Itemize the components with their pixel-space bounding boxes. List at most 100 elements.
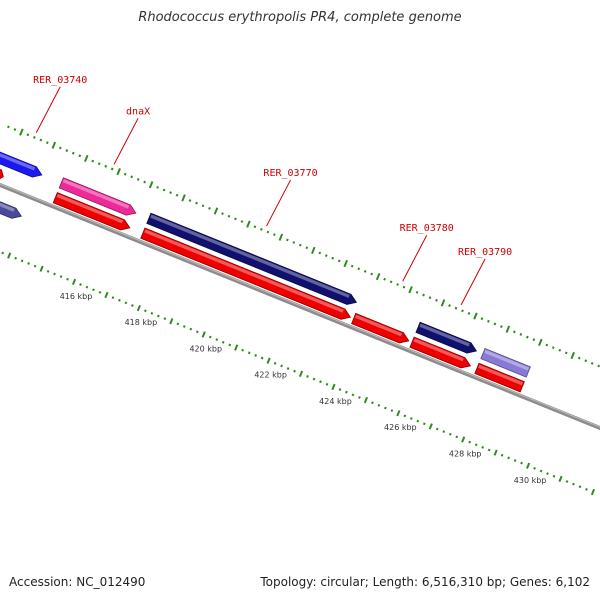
minor-tick	[474, 443, 478, 447]
feature-lavender-10	[480, 347, 531, 378]
minor-tick	[448, 304, 451, 307]
tick-label-layer: 416 kbp 418 kbp 420 kbp 422 kbp 424 kbp 426 k…	[60, 292, 547, 485]
minor-tick	[26, 133, 30, 137]
minor-tick	[442, 430, 446, 434]
minor-tick	[111, 296, 115, 300]
feature-shine	[0, 152, 36, 171]
minor-tick	[402, 285, 406, 289]
minor-tick	[123, 172, 127, 176]
minor-tick	[461, 309, 464, 313]
tick-label-416: 416 kbp	[60, 292, 93, 301]
minor-tick	[195, 330, 199, 334]
major-tick	[201, 331, 206, 338]
minor-tick	[221, 340, 225, 344]
minor-tick	[389, 280, 393, 284]
major-tick	[213, 207, 219, 215]
minor-tick	[53, 272, 56, 276]
minor-tick	[65, 149, 69, 152]
feature-shine	[484, 349, 530, 371]
minor-tick	[558, 348, 562, 352]
minor-tick	[532, 338, 536, 342]
feature-shine	[62, 179, 130, 209]
minor-tick	[163, 317, 167, 321]
minor-tick	[578, 485, 582, 489]
minor-tick	[260, 227, 263, 231]
major-tick	[278, 233, 284, 241]
minor-tick	[409, 417, 413, 420]
minor-tick	[390, 409, 394, 412]
backbone-line	[0, 182, 600, 431]
minor-tick	[7, 125, 10, 129]
minor-tick	[513, 330, 516, 334]
minor-tick	[590, 361, 594, 365]
minor-tick	[552, 474, 556, 478]
minor-tick	[91, 159, 95, 163]
minor-tick	[13, 128, 17, 131]
minor-tick	[156, 185, 159, 189]
feature-shine	[56, 193, 124, 224]
major-tick	[39, 265, 44, 272]
major-tick	[311, 246, 316, 255]
feature-layer	[0, 150, 531, 393]
minor-tick	[306, 375, 309, 378]
major-tick	[19, 128, 24, 136]
minor-tick	[260, 356, 264, 360]
gene-label-3: RER_03780	[400, 223, 454, 234]
feature-body	[0, 150, 43, 178]
minor-tick	[305, 246, 309, 250]
minor-tick	[208, 335, 212, 339]
major-tick	[375, 273, 381, 281]
minor-tick	[428, 296, 432, 300]
feature-body	[58, 177, 137, 216]
minor-tick	[240, 220, 244, 223]
minor-tick	[46, 269, 50, 273]
major-tick	[408, 286, 413, 294]
gene-label-0: RER_03740	[33, 75, 87, 86]
feature-red-7	[351, 312, 410, 344]
minor-tick	[98, 290, 102, 294]
major-tick	[298, 370, 304, 377]
feature-pink-3	[58, 177, 137, 216]
minor-tick	[539, 469, 543, 473]
minor-tick	[370, 272, 374, 276]
minor-tick	[59, 275, 63, 279]
minor-tick	[266, 230, 270, 234]
minor-tick	[188, 199, 192, 202]
minor-tick	[487, 319, 490, 323]
feature-body	[409, 336, 472, 369]
minor-tick	[104, 164, 108, 168]
major-tick	[116, 167, 121, 176]
major-tick	[246, 220, 251, 228]
major-tick	[136, 304, 141, 312]
minor-tick	[110, 167, 114, 171]
minor-tick	[358, 396, 361, 399]
minor-tick	[454, 306, 458, 310]
minor-tick	[338, 388, 342, 391]
tick-layer	[1, 125, 600, 496]
minor-tick	[292, 241, 296, 244]
genome-stats-text: Topology: circular; Length: 6,516,310 bp…	[260, 575, 590, 589]
major-tick	[343, 259, 348, 268]
feature-body	[0, 193, 22, 219]
feature-shine	[0, 195, 15, 212]
minor-tick	[78, 154, 82, 158]
minor-tick	[584, 359, 588, 363]
major-tick	[104, 291, 109, 299]
feature-body	[351, 312, 410, 344]
minor-tick	[533, 466, 536, 470]
minor-tick	[363, 270, 367, 273]
minor-tick	[422, 422, 426, 426]
minor-tick	[468, 440, 472, 444]
feature-shine	[144, 229, 344, 313]
feature-red-4	[52, 192, 131, 231]
minor-tick	[572, 482, 575, 486]
minor-tick	[298, 243, 302, 247]
minor-tick	[273, 361, 277, 365]
feature-shine	[150, 214, 350, 298]
minor-tick	[201, 204, 205, 208]
major-tick	[51, 141, 57, 149]
minor-tick	[157, 314, 160, 318]
minor-tick	[383, 277, 386, 281]
minor-tick	[331, 256, 335, 260]
